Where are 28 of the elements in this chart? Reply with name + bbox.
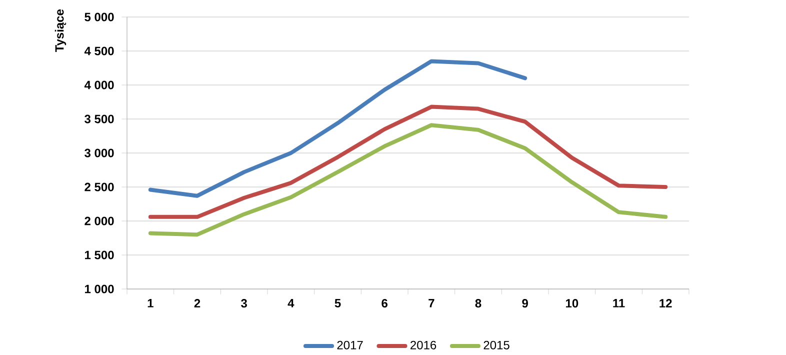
x-tick-label: 9: [522, 299, 528, 308]
x-tick-label: 7: [428, 299, 434, 308]
y-tick-label: 2 000: [84, 216, 114, 226]
x-tick-label: 10: [566, 299, 578, 308]
y-tick-label: 3 000: [84, 148, 114, 158]
y-tick-label: 4 500: [84, 46, 114, 56]
line-series: [148, 123, 668, 237]
x-tick-label: 3: [241, 299, 247, 308]
y-axis-title: Tysiące: [54, 9, 66, 52]
x-tick-label: 8: [475, 299, 482, 308]
line-series: [148, 104, 668, 219]
x-tick-label: 1: [148, 299, 154, 308]
x-tick-label: 5: [334, 299, 341, 308]
y-tick-label: 3 500: [84, 114, 114, 124]
y-tick-label: 1 500: [85, 250, 114, 260]
x-tick-label: 12: [660, 299, 672, 308]
x-tick-label: 11: [613, 299, 625, 308]
y-tick-label: 4 000: [84, 80, 114, 90]
x-tick-label: 6: [382, 299, 388, 308]
line-series: [148, 59, 528, 198]
legend-label: 2017: [337, 340, 363, 350]
y-tick-label: 5 000: [84, 12, 114, 22]
y-tick-label: 2 500: [84, 182, 114, 192]
x-tick-label: 4: [288, 299, 294, 308]
legend-label: 2015: [484, 340, 510, 350]
x-tick-label: 2: [194, 299, 200, 308]
y-tick-label: 1 000: [85, 284, 114, 294]
legend-label: 2016: [410, 340, 436, 350]
